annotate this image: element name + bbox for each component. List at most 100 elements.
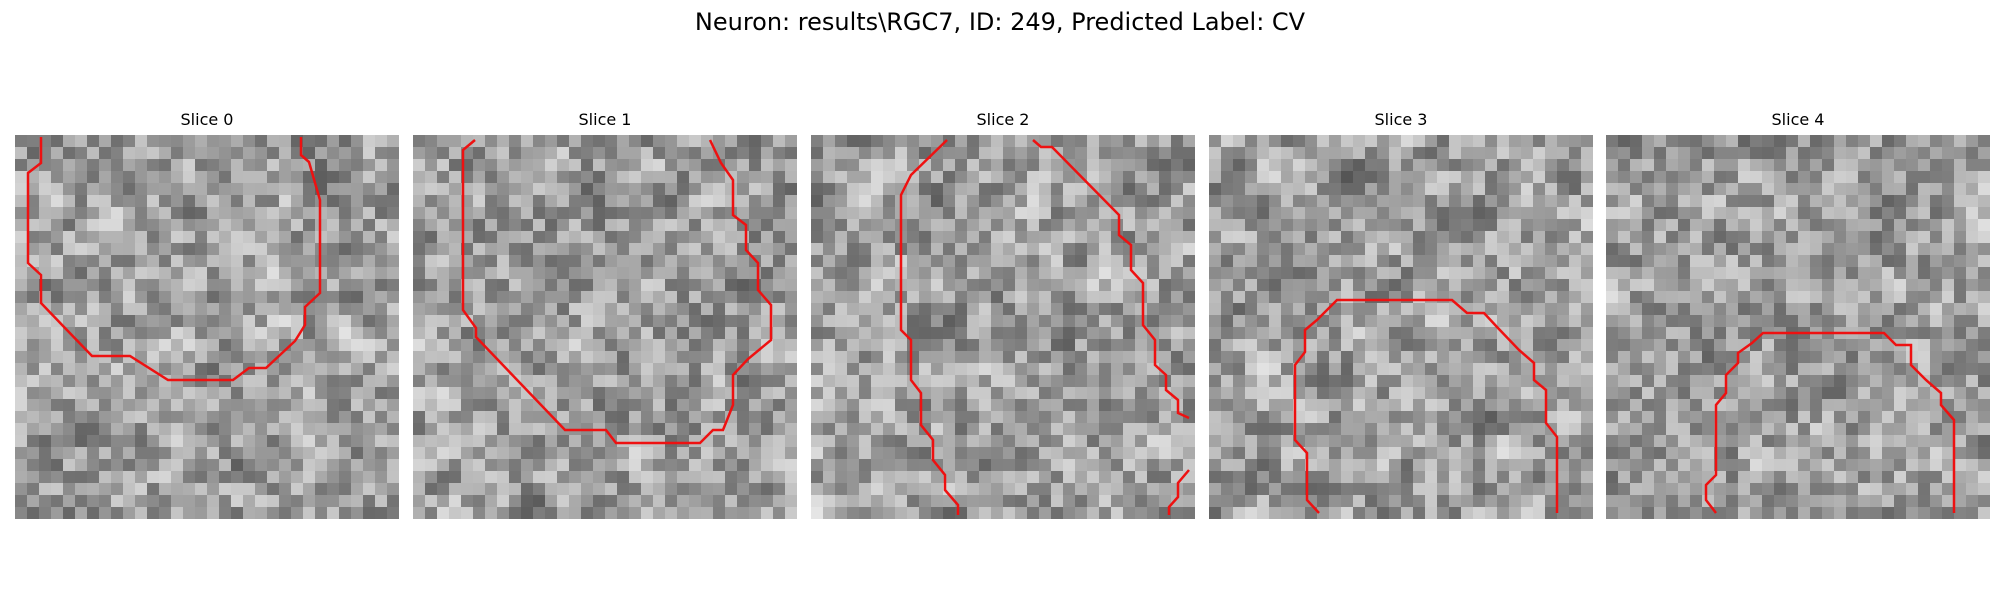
pixel-cell (1533, 459, 1546, 472)
pixel-cell (1437, 351, 1450, 364)
pixel-cell (15, 375, 28, 388)
pixel-cell (63, 447, 76, 460)
pixel-cell (871, 459, 884, 472)
pixel-cell (1269, 315, 1282, 328)
pixel-cell (773, 231, 786, 244)
pixel-cell (1183, 399, 1195, 412)
pixel-cell (1966, 327, 1979, 340)
pixel-cell (255, 159, 268, 172)
pixel-cell (967, 171, 980, 184)
pixel-cell (713, 303, 726, 316)
pixel-cell (75, 243, 88, 256)
pixel-cell (425, 399, 438, 412)
pixel-cell (1942, 147, 1955, 160)
pixel-cell (1293, 159, 1306, 172)
pixel-cell (1039, 471, 1052, 484)
pixel-cell (1221, 339, 1234, 352)
pixel-cell (847, 447, 860, 460)
pixel-cell (991, 327, 1004, 340)
pixel-cell (1942, 183, 1955, 196)
pixel-cell (1377, 315, 1390, 328)
pixel-cell (737, 315, 750, 328)
pixel-cell (1245, 171, 1258, 184)
pixel-cell (123, 135, 136, 148)
pixel-cell (15, 207, 28, 220)
slice-0-image (15, 135, 399, 519)
pixel-cell (485, 267, 498, 280)
pixel-cell (1135, 135, 1148, 148)
pixel-cell (1882, 231, 1895, 244)
pixel-cell (1401, 147, 1414, 160)
pixel-cell (653, 231, 666, 244)
pixel-cell (1015, 375, 1028, 388)
pixel-cell (1485, 351, 1498, 364)
pixel-cell (315, 435, 328, 448)
pixel-cell (1810, 291, 1823, 304)
pixel-cell (835, 279, 848, 292)
pixel-cell (1702, 411, 1715, 424)
pixel-cell (581, 303, 594, 316)
pixel-cell (835, 219, 848, 232)
pixel-cell (847, 351, 860, 364)
pixel-cell (1063, 231, 1076, 244)
pixel-cell (931, 363, 944, 376)
pixel-cell (1377, 507, 1390, 519)
pixel-cell (1329, 459, 1342, 472)
pixel-cell (1654, 459, 1667, 472)
pixel-cell (1930, 327, 1943, 340)
pixel-cell (895, 507, 908, 519)
pixel-cell (1147, 351, 1160, 364)
pixel-cell (1545, 507, 1558, 519)
pixel-cell (1341, 459, 1354, 472)
pixel-cell (27, 375, 40, 388)
pixel-cell (363, 363, 376, 376)
pixel-cell (871, 291, 884, 304)
pixel-cell (1365, 387, 1378, 400)
pixel-cell (15, 435, 28, 448)
pixel-cell (713, 171, 726, 184)
pixel-cell (1978, 363, 1990, 376)
pixel-cell (665, 255, 678, 268)
pixel-cell (449, 159, 462, 172)
pixel-cell (1557, 363, 1570, 376)
pixel-cell (761, 495, 774, 508)
pixel-cell (1846, 291, 1859, 304)
pixel-cell (1678, 159, 1691, 172)
pixel-cell (1099, 279, 1112, 292)
pixel-cell (1111, 327, 1124, 340)
pixel-cell (991, 495, 1004, 508)
pixel-cell (1834, 135, 1847, 148)
pixel-cell (509, 147, 522, 160)
pixel-cell (1509, 195, 1522, 208)
pixel-cell (569, 447, 582, 460)
pixel-cell (1171, 147, 1184, 160)
pixel-cell (1978, 231, 1990, 244)
pixel-cell (1497, 495, 1510, 508)
pixel-cell (569, 279, 582, 292)
pixel-cell (1666, 303, 1679, 316)
pixel-cell (437, 495, 450, 508)
pixel-cell (1437, 171, 1450, 184)
pixel-cell (1269, 219, 1282, 232)
pixel-cell (665, 363, 678, 376)
pixel-cell (1221, 351, 1234, 364)
pixel-cell (1425, 471, 1438, 484)
pixel-cell (1846, 219, 1859, 232)
pixel-cell (1377, 243, 1390, 256)
pixel-cell (99, 135, 112, 148)
pixel-cell (135, 183, 148, 196)
pixel-cell (1738, 351, 1751, 364)
pixel-cell (1233, 483, 1246, 496)
pixel-cell (1557, 243, 1570, 256)
pixel-cell (303, 411, 316, 424)
pixel-cell (1786, 207, 1799, 220)
pixel-cell (617, 183, 630, 196)
pixel-cell (111, 183, 124, 196)
pixel-cell (1630, 423, 1643, 436)
pixel-cell (1702, 291, 1715, 304)
pixel-cell (1377, 327, 1390, 340)
pixel-cell (1425, 375, 1438, 388)
pixel-cell (1075, 435, 1088, 448)
pixel-cell (1147, 171, 1160, 184)
pixel-cell (883, 207, 896, 220)
